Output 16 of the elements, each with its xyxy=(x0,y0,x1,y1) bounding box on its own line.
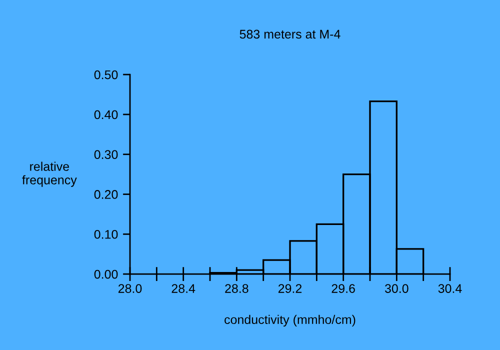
x-tick-label: 30.4 xyxy=(438,284,462,293)
y-tick-label: 0.50 xyxy=(94,70,118,80)
x-tick-label: 30.0 xyxy=(384,284,408,293)
x-tick-label: 29.2 xyxy=(278,284,302,293)
y-tick-label: 0.20 xyxy=(94,190,118,199)
y-tick-label: 0.00 xyxy=(94,270,118,279)
x-tick-label: 29.6 xyxy=(332,284,355,293)
y-tick-label: 0.40 xyxy=(94,110,118,120)
chart-title: 583 meters at M-4 xyxy=(240,30,340,39)
y-tick-label: 0.30 xyxy=(94,150,118,159)
x-axis-title: conductivity (mmho/cm) xyxy=(224,314,356,327)
y-tick-label: 0.10 xyxy=(94,230,118,239)
x-tick-label: 28.0 xyxy=(118,284,142,293)
x-tick-label: 28.4 xyxy=(172,284,196,293)
x-tick-label: 28.8 xyxy=(225,284,248,293)
y-axis-title: relative frequency xyxy=(22,162,77,187)
